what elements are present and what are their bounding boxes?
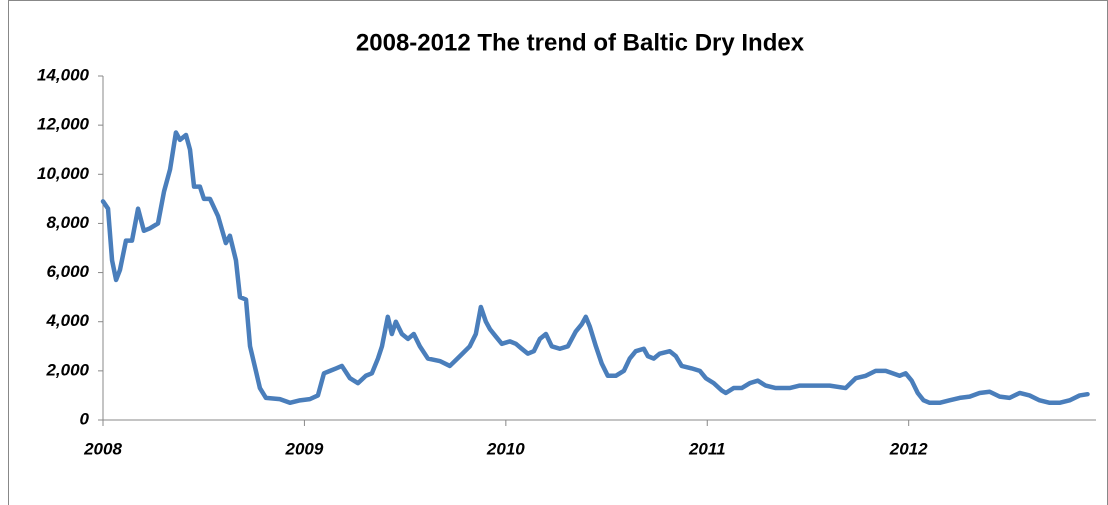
x-tick-label: 2009 (285, 439, 324, 458)
x-tick-label: 2012 (889, 439, 928, 458)
y-tick-label: 10,000 (37, 164, 90, 183)
data-line (100, 130, 1090, 406)
y-tick-label: 12,000 (37, 115, 90, 134)
y-tick-label: 0 (80, 409, 90, 428)
x-tick-label: 2011 (688, 439, 726, 458)
x-tick-label: 2010 (486, 439, 525, 458)
y-tick-label: 4,000 (45, 311, 89, 330)
chart-title: 2008-2012 The trend of Baltic Dry Index (356, 29, 805, 56)
chart-border (8, 0, 1108, 505)
y-tick-label: 14,000 (37, 65, 90, 84)
x-tick-label: 2008 (83, 439, 122, 458)
y-tick-label: 6,000 (46, 262, 89, 281)
y-tick-label: 2,000 (45, 360, 89, 379)
y-tick-label: 8,000 (46, 213, 89, 232)
